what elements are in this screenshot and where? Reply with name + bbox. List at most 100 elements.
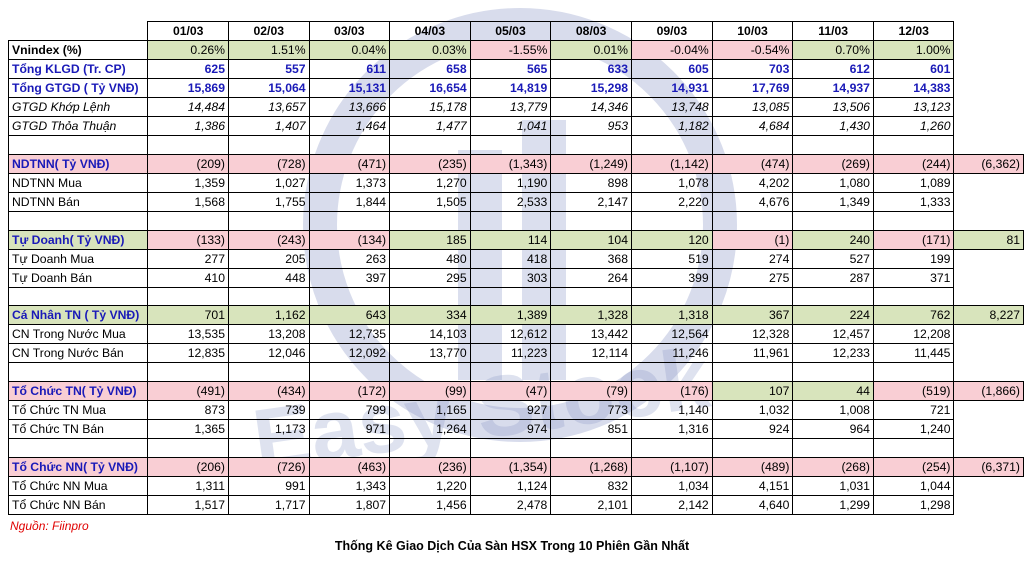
spacer-cell <box>7 286 149 307</box>
value-cell: 13,506 <box>792 97 874 117</box>
value-cell: 964 <box>792 419 874 440</box>
value-cell: 971 <box>308 419 391 440</box>
spacer-cell <box>308 135 391 155</box>
value-cell: 1,328 <box>550 305 632 326</box>
table-row: Tổ Chức TN Bán 1,365 1,173 971 1,264 974 851 1,… <box>7 419 1024 440</box>
value-cell: 601 <box>872 59 955 79</box>
value-cell: 1,343 <box>308 475 391 496</box>
value-cell: 1,165 <box>389 400 471 421</box>
value-cell: 11,246 <box>631 343 713 364</box>
value-cell: 1,717 <box>227 494 310 515</box>
value-cell: 1,124 <box>469 475 552 496</box>
value-cell: (99) <box>389 381 471 402</box>
total-blank <box>954 268 1024 287</box>
value-cell: (244) <box>872 153 955 174</box>
value-cell: 701 <box>147 305 229 326</box>
value-cell: 1,027 <box>227 172 310 193</box>
table-row: Tổng KLGD (Tr. CP) 625 557 611 658 565 633 605 7… <box>7 59 1024 79</box>
value-cell: (726) <box>227 456 310 477</box>
value-cell: 1,359 <box>147 172 229 193</box>
spacer-cell <box>147 210 229 231</box>
date-header: 11/03 <box>792 21 874 41</box>
value-cell: (491) <box>147 381 229 402</box>
table-row: Cá Nhân TN ( Tỷ VNĐ) 701 1,162 643 334 1,389 1… <box>7 305 1024 326</box>
total-blank <box>954 117 1024 136</box>
value-cell: 1,407 <box>227 116 310 136</box>
value-cell: 12,564 <box>631 324 713 345</box>
table-row: CN Trong Nước Mua 13,535 13,208 12,735 14,10… <box>7 324 1024 345</box>
value-cell: 643 <box>308 305 391 326</box>
total-blank <box>954 98 1024 117</box>
value-cell: -1.55% <box>469 40 552 60</box>
value-cell: 953 <box>550 116 632 136</box>
value-cell: -0.54% <box>711 40 794 60</box>
value-cell: 4,676 <box>711 191 794 212</box>
spacer-cell <box>308 438 391 458</box>
row-label: Tổ Chức TN Bán <box>7 419 149 440</box>
total-blank <box>954 192 1024 211</box>
date-header: 01/03 <box>147 21 229 41</box>
total-blank <box>954 79 1024 98</box>
total-blank <box>954 476 1024 495</box>
value-cell: (1,268) <box>550 456 632 477</box>
value-cell: 410 <box>147 267 229 288</box>
value-cell: 263 <box>308 248 391 269</box>
table-row: Tổ Chức NN( Tỷ VNĐ) (206) (726) (463) (236)(… <box>7 456 1024 477</box>
row-label: Tổng GTGD ( Tỷ VNĐ) <box>7 78 149 98</box>
value-cell: (1,142) <box>631 153 713 174</box>
value-cell: 633 <box>550 59 632 79</box>
spacer-row <box>7 286 1024 307</box>
value-cell: 1,140 <box>631 400 713 421</box>
value-cell: 397 <box>308 267 391 288</box>
value-cell: (206) <box>147 456 229 477</box>
value-cell: 15,298 <box>550 78 632 98</box>
value-cell: 1,182 <box>631 116 713 136</box>
value-cell: 1,755 <box>227 191 310 212</box>
value-cell: 15,869 <box>147 78 229 98</box>
value-cell: 104 <box>550 229 632 250</box>
value-cell: 12,092 <box>308 343 391 364</box>
table-row: Tự Doanh Mua 277 205 263 480 418 368 519 274 527 1… <box>7 248 1024 269</box>
header-corner <box>9 22 148 41</box>
value-cell: 448 <box>227 267 310 288</box>
spacer-cell <box>469 286 552 307</box>
value-cell: 295 <box>389 267 471 288</box>
value-cell: 277 <box>147 248 229 269</box>
value-cell: (434) <box>227 381 310 402</box>
spacer-cell <box>227 438 310 458</box>
value-cell: (209) <box>147 153 229 174</box>
spacer-cell <box>631 286 713 307</box>
row-label: Tự Doanh Bán <box>7 267 149 288</box>
table-row: NDTNN Mua 1,359 1,027 1,373 1,270 1,190 898 1,0… <box>7 172 1024 193</box>
spacer-cell <box>872 438 955 458</box>
value-cell: (236) <box>389 456 471 477</box>
spacer-cell <box>631 438 713 458</box>
value-cell: 611 <box>308 59 391 79</box>
value-cell: 1,034 <box>631 475 713 496</box>
value-cell: 1,386 <box>147 116 229 136</box>
table-body: Vnindex (%) 0.26% 1.51% 0.04% 0.03% -1.55% 0.0… <box>7 40 1024 515</box>
row-label: Tổ Chức TN Mua <box>7 400 149 421</box>
spacer-cell <box>550 438 632 458</box>
total-blank <box>954 325 1024 344</box>
value-cell: (1,354) <box>469 456 552 477</box>
value-cell: 12,233 <box>792 343 874 364</box>
spacer-cell <box>389 438 471 458</box>
spacer-total-blank <box>954 287 1024 306</box>
value-cell: 287 <box>792 267 874 288</box>
spacer-cell <box>389 362 471 383</box>
value-cell: 224 <box>792 305 874 326</box>
value-cell: 1,373 <box>308 172 391 193</box>
spacer-cell <box>227 210 310 231</box>
spacer-total-blank <box>954 136 1024 155</box>
spacer-cell <box>872 135 955 155</box>
value-cell: 1,080 <box>792 172 874 193</box>
row-label: NDTNN( Tỷ VNĐ) <box>7 153 149 174</box>
spacer-cell <box>308 286 391 307</box>
value-cell: 12,208 <box>872 324 955 345</box>
value-cell: (47) <box>469 381 552 402</box>
spacer-cell <box>872 362 955 383</box>
row-label: Tự Doanh Mua <box>7 248 149 269</box>
spacer-total-blank <box>954 211 1024 230</box>
value-cell: 199 <box>872 248 955 269</box>
